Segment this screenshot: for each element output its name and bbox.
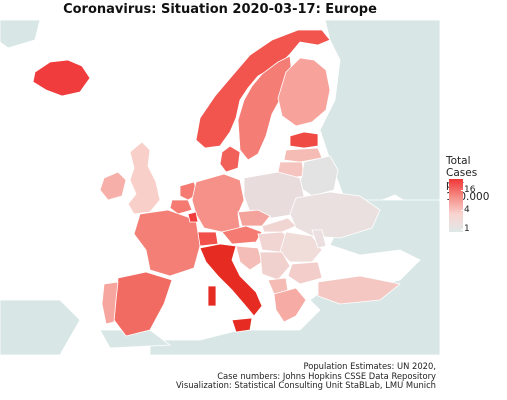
countries [32, 29, 401, 337]
region-croatia [235, 245, 263, 271]
region-ukraine [289, 191, 381, 239]
region-bulgaria [287, 261, 323, 285]
region-norway [195, 29, 331, 149]
region-italy [199, 243, 263, 317]
legend-tick-1: 1 [461, 224, 470, 234]
legend: Total Cases per 100.000 16 4 1 [446, 155, 504, 234]
region-portugal [101, 281, 119, 325]
region-serbia [259, 251, 291, 281]
region-germany [191, 173, 245, 233]
region-iceland [32, 59, 91, 97]
region-belarus [297, 155, 339, 197]
region-belgium [169, 199, 193, 215]
caption-line-2: Case numbers: Johns Hopkins CSSE Data Re… [217, 370, 436, 381]
region-greece [273, 287, 307, 323]
region-finland [277, 57, 331, 127]
region-denmark [219, 145, 241, 173]
region-estonia [289, 131, 319, 149]
legend-title-line1: Total Cases [446, 155, 478, 179]
map-title: Coronavirus: Situation 2020-03-17: Europ… [63, 2, 377, 17]
region-luxembourg [187, 211, 199, 223]
region-france [133, 209, 201, 277]
legend-tick-4: 4 [461, 205, 470, 215]
region-sardinia [207, 285, 217, 307]
region-turkey [317, 275, 401, 305]
region-czechia [237, 209, 271, 227]
legend-tick-16: 16 [460, 185, 476, 195]
region-uk [127, 141, 161, 215]
region-moldova [311, 229, 327, 249]
legend-color-bar [449, 179, 463, 232]
choropleth-map [0, 19, 440, 356]
caption-line-3: Visualization: Statistical Consulting Un… [176, 380, 436, 391]
background-land [0, 19, 440, 356]
region-ireland [99, 171, 127, 201]
region-sicily [231, 317, 253, 333]
region-slovakia [261, 217, 297, 233]
caption-line-1: Population Estimates: UN 2020, [303, 361, 436, 371]
region-spain [113, 271, 173, 337]
caption: Population Estimates: UN 2020, Case numb… [176, 361, 436, 391]
